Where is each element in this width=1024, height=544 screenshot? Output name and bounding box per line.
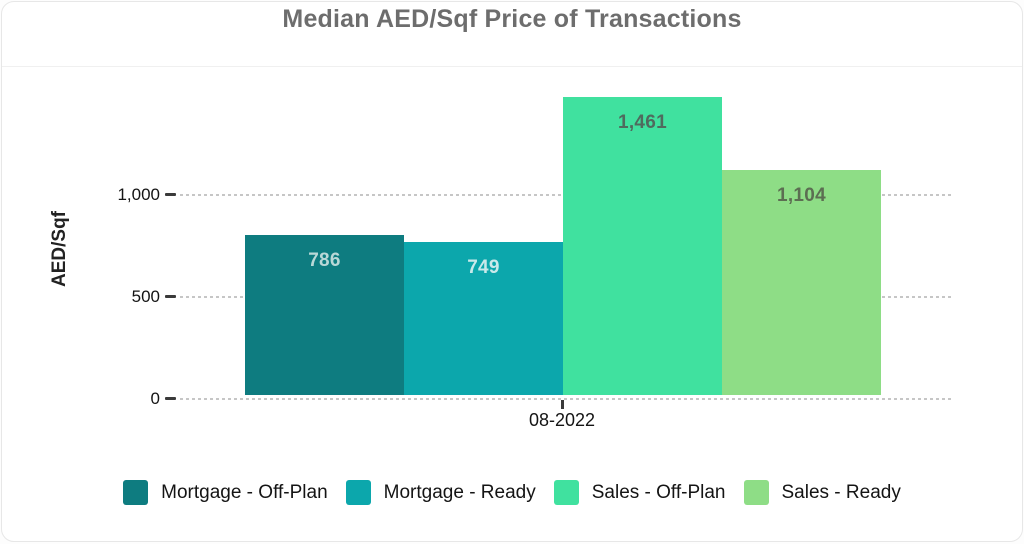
- bar-sales-ready[interactable]: 1,104: [722, 170, 881, 395]
- bar-sales-off-plan[interactable]: 1,461: [563, 97, 722, 395]
- y-tick-mark: [165, 397, 176, 400]
- chart-legend: Mortgage - Off-Plan Mortgage - Ready Sal…: [2, 480, 1022, 505]
- legend-item-mortgage-ready[interactable]: Mortgage - Ready: [345, 480, 536, 505]
- x-tick-mark: [561, 400, 564, 409]
- gridline-0: [180, 398, 952, 400]
- y-tick-label: 0: [150, 389, 160, 408]
- bar-value-label: 749: [467, 257, 500, 278]
- y-tick-label: 500: [131, 287, 160, 306]
- legend-swatch-icon: [123, 480, 149, 505]
- legend-label: Sales - Ready: [781, 481, 901, 503]
- bar-value-label: 786: [308, 250, 341, 271]
- bar-mortgage-ready[interactable]: 749: [404, 242, 563, 395]
- chart-header: Median AED/Sqf Price of Transactions: [2, 2, 1022, 67]
- y-tick-label: 1,000: [117, 185, 160, 204]
- legend-swatch-icon: [553, 480, 579, 505]
- bar-value-label: 1,461: [617, 112, 668, 133]
- header-divider: [2, 66, 1022, 67]
- legend-item-mortgage-off-plan[interactable]: Mortgage - Off-Plan: [123, 480, 328, 505]
- legend-label: Mortgage - Off-Plan: [161, 481, 328, 503]
- y-tick-mark: [165, 193, 176, 196]
- legend-label: Mortgage - Ready: [383, 481, 536, 503]
- y-tick-0: 0: [2, 387, 1022, 411]
- legend-item-sales-off-plan[interactable]: Sales - Off-Plan: [553, 480, 726, 505]
- x-tick-label: 08-2022: [528, 410, 596, 430]
- y-tick-mark: [165, 295, 176, 298]
- y-axis-title: AED/Sqf: [49, 211, 70, 287]
- chart-title: Median AED/Sqf Price of Transactions: [282, 5, 742, 33]
- legend-label: Sales - Off-Plan: [591, 481, 726, 503]
- legend-swatch-icon: [345, 480, 371, 505]
- legend-item-sales-ready[interactable]: Sales - Ready: [743, 480, 901, 505]
- legend-swatch-icon: [743, 480, 769, 505]
- bar-value-label: 1,104: [776, 185, 827, 206]
- bar-mortgage-off-plan[interactable]: 786: [245, 235, 404, 395]
